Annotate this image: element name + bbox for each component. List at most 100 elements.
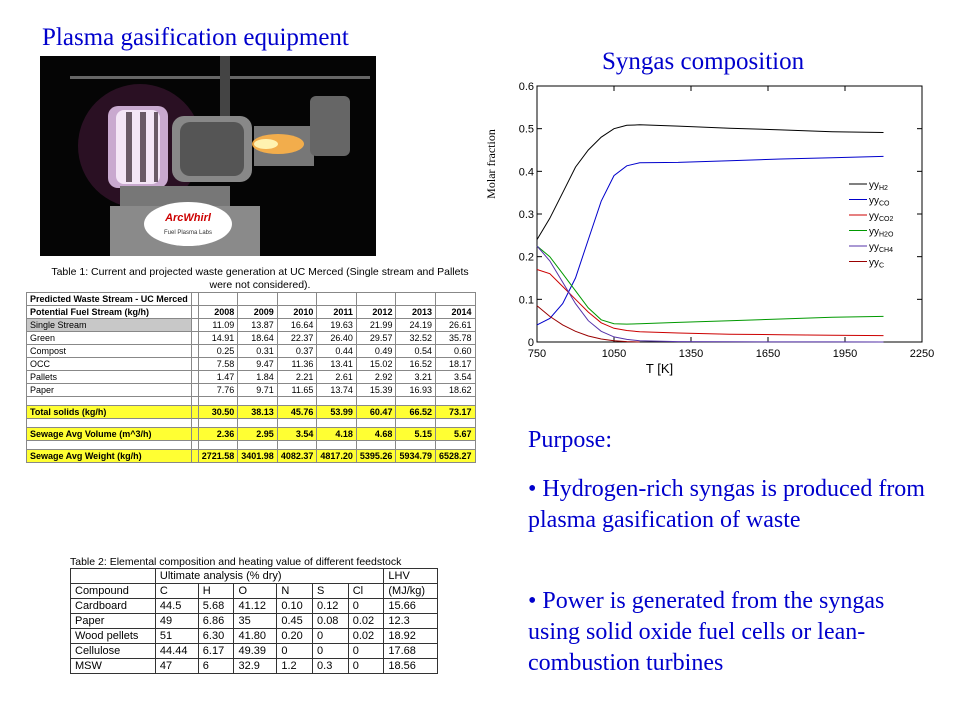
table1-value: 9.47 xyxy=(237,357,278,371)
table1-year-header: 2014 xyxy=(435,305,476,319)
table1-value: 0.25 xyxy=(197,344,239,358)
x-tick-label: 2250 xyxy=(910,348,934,360)
legend-label-yCH4: yyCH4 xyxy=(869,242,893,254)
table2-cell: 0 xyxy=(276,643,314,659)
table1-spacer xyxy=(190,449,199,463)
table1-spacer xyxy=(190,383,199,397)
table2-cell: 0.02 xyxy=(347,628,385,644)
table1-empty xyxy=(395,292,436,306)
table1-empty xyxy=(237,440,278,450)
y-tick-label: 0.1 xyxy=(519,294,534,306)
table1-summary-value: 2.36 xyxy=(197,427,239,441)
y-tick-label: 0.6 xyxy=(519,81,534,93)
table1-empty xyxy=(355,440,397,450)
table1-summary-value: 66.52 xyxy=(395,405,436,419)
table2-group-header: Ultimate analysis (% dry) xyxy=(154,568,385,584)
table1-summary-value: 5934.79 xyxy=(395,449,436,463)
syngas-chart: 0 0.1 0.2 0.3 0.4 0.5 0.6 750 1050 1350 1650 1950 22… xyxy=(484,81,934,376)
table1-value: 29.57 xyxy=(355,331,397,345)
table2-cell: 18.92 xyxy=(383,628,438,644)
table2-cell: 32.9 xyxy=(233,658,278,674)
table2-cell: 41.80 xyxy=(233,628,278,644)
table1-summary-row: Sewage Avg Weight (kg/h) 2721.58 3401.98 40… xyxy=(26,449,476,463)
table1-summary-value: 3.54 xyxy=(276,427,318,441)
table1-value: 0.54 xyxy=(395,344,436,358)
table1-value: 2.92 xyxy=(355,370,397,384)
table2-cell: 0 xyxy=(347,598,385,614)
legend-label-yC: yyC xyxy=(869,258,884,270)
table1-summary-value: 4.68 xyxy=(355,427,397,441)
series-line-yC xyxy=(536,305,640,343)
y-tick-label: 0.5 xyxy=(519,124,534,136)
table1-value: 14.91 xyxy=(197,331,239,345)
table1-year-header: 2011 xyxy=(316,305,357,319)
plasma-equipment-photo: ArcWhirl Fuel Plasma Labs xyxy=(40,56,376,256)
legend-label-yH2O: yyH2O xyxy=(869,227,894,239)
table1-spacer xyxy=(190,318,199,332)
table2-cell: 0.45 xyxy=(276,613,314,629)
x-tick-label: 750 xyxy=(528,348,546,360)
table1-value: 35.78 xyxy=(435,331,476,345)
legend-label-yCO2: yyCO2 xyxy=(869,211,894,223)
table1-row: Green 14.91 18.64 22.37 26.40 29.57 32.52 35.78 xyxy=(26,331,476,345)
table1-value: 2.61 xyxy=(316,370,357,384)
table1-summary-value: 3401.98 xyxy=(237,449,278,463)
table1-empty xyxy=(190,396,199,406)
table1-value: 26.61 xyxy=(435,318,476,332)
table1-value: 11.09 xyxy=(197,318,239,332)
table2-cell: 0.20 xyxy=(276,628,314,644)
table1-empty xyxy=(237,292,278,306)
table1-value: 15.39 xyxy=(355,383,397,397)
table1-empty xyxy=(355,418,397,428)
table1-caption: Table 1: Current and projected waste gen… xyxy=(51,266,469,291)
table2-cell: 6.30 xyxy=(197,628,235,644)
table1-value: 18.17 xyxy=(435,357,476,371)
table1-summary-label: Sewage Avg Volume (m^3/h) xyxy=(26,427,192,441)
table1-summary-value: 2721.58 xyxy=(197,449,239,463)
table2-cell: Paper xyxy=(70,613,156,629)
table1-empty xyxy=(316,292,357,306)
table1-section-title: Predicted Waste Stream - UC Merced xyxy=(26,292,192,306)
table2-cell: Cellulose xyxy=(70,643,156,659)
table1-spacer xyxy=(190,370,199,384)
equipment-illustration: ArcWhirl Fuel Plasma Labs xyxy=(40,56,376,256)
table1-spacer xyxy=(190,357,199,371)
table2-cell: 0 xyxy=(312,628,349,644)
table1-row-label: Pallets xyxy=(26,370,192,384)
chart-title: Syngas composition xyxy=(602,48,805,75)
table2-cell: 47 xyxy=(154,658,199,674)
series-line-yCO2 xyxy=(536,269,884,337)
table2-row: Wood pellets 51 6.30 41.80 0.20 0 0.02 18.92 xyxy=(70,628,438,644)
table1-value: 7.76 xyxy=(197,383,239,397)
table1-empty xyxy=(197,418,239,428)
table1-empty xyxy=(197,396,239,406)
table2-header-row: Compound C H O N S Cl (MJ/kg) xyxy=(70,583,438,599)
table2-cell: 49 xyxy=(154,613,199,629)
table1-empty xyxy=(26,440,192,450)
plot-frame xyxy=(536,85,923,343)
table2-column-header: C xyxy=(154,583,199,599)
table1-value: 0.49 xyxy=(355,344,397,358)
table1-summary-value: 4082.37 xyxy=(276,449,318,463)
table1-value: 13.74 xyxy=(316,383,357,397)
table1-summary-label: Total solids (kg/h) xyxy=(26,405,192,419)
y-tick-label: 0.2 xyxy=(519,252,534,264)
table1-empty xyxy=(276,396,318,406)
table1-row: Paper 7.76 9.71 11.65 13.74 15.39 16.93 18.62 xyxy=(26,383,476,397)
table2-cell: 6.86 xyxy=(197,613,235,629)
table1-row: Single Stream 11.09 13.87 16.64 19.63 21.99 24… xyxy=(26,318,476,332)
table1-spacer xyxy=(190,292,199,306)
table1-empty xyxy=(435,292,476,306)
table1-summary-row: Total solids (kg/h) 30.50 38.13 45.76 53.99 6… xyxy=(26,405,476,419)
x-tick-label: 1650 xyxy=(756,348,780,360)
table1-value: 0.31 xyxy=(237,344,278,358)
table1-summary-value: 30.50 xyxy=(197,405,239,419)
table1-spacer xyxy=(190,344,199,358)
table2-cell: 17.68 xyxy=(383,643,438,659)
table2-cell: 0 xyxy=(347,658,385,674)
table1-empty xyxy=(395,440,436,450)
table1-empty xyxy=(316,418,357,428)
table1-summary-value: 73.17 xyxy=(435,405,476,419)
table2-cell: 5.68 xyxy=(197,598,235,614)
x-tick-label: 1350 xyxy=(679,348,703,360)
